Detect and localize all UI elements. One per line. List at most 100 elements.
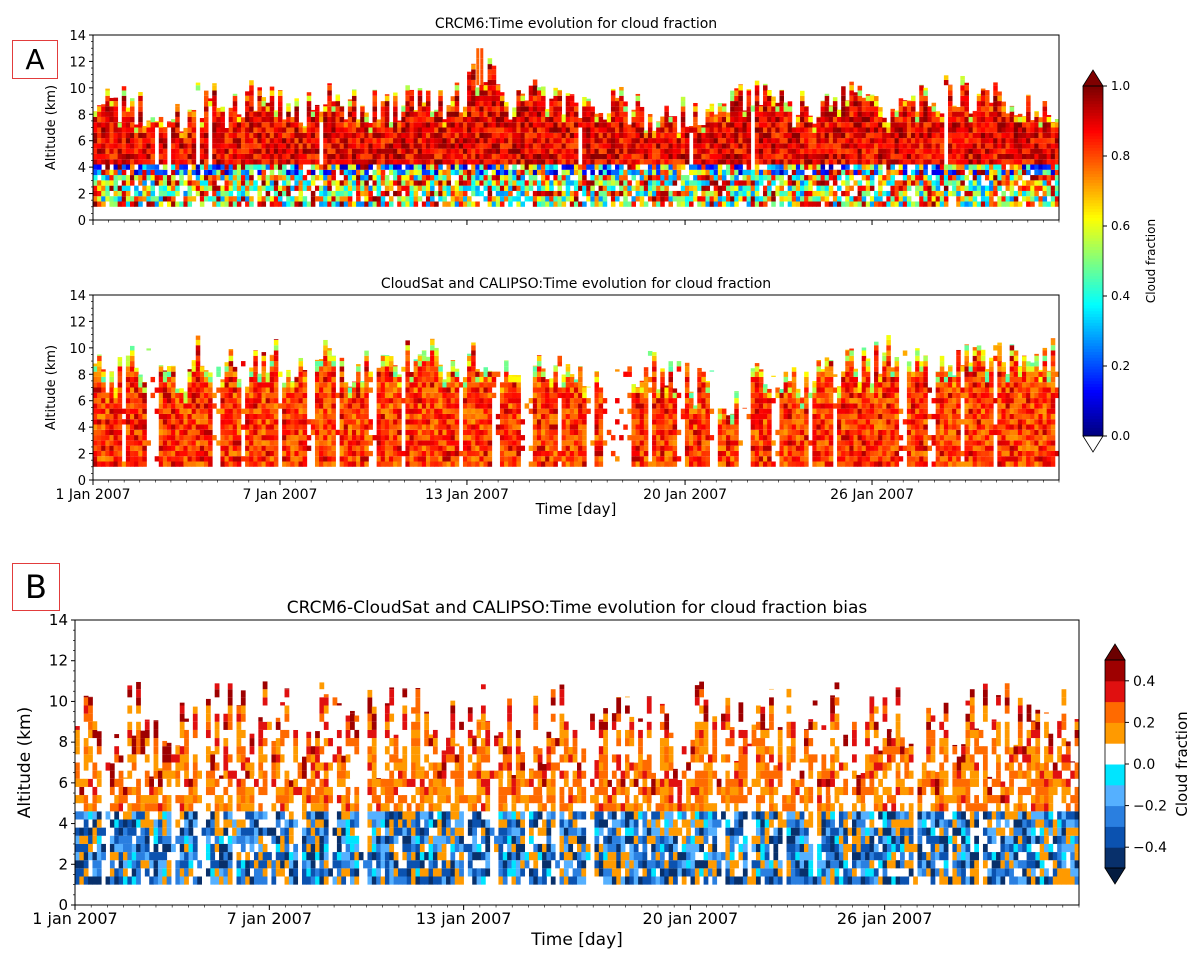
heatmap-cell (401, 153, 406, 160)
heatmap-cell (684, 126, 690, 128)
heatmap-cell (586, 116, 591, 123)
heatmap-cell (541, 190, 546, 197)
heatmap-cell (286, 169, 291, 176)
heatmap-cell (980, 164, 986, 170)
heatmap-cell (960, 153, 965, 160)
heatmap-cell (680, 159, 686, 165)
heatmap-cell (154, 164, 160, 170)
heatmap-cell (454, 101, 460, 107)
heatmap-cell (208, 392, 213, 399)
heatmap-cell (310, 143, 316, 149)
heatmap-cell (549, 138, 554, 144)
heatmap-cell (528, 101, 534, 107)
heatmap-cell (919, 201, 924, 207)
heatmap-cell (952, 175, 957, 181)
heatmap-cell (376, 180, 382, 186)
heatmap-cell (767, 143, 772, 149)
heatmap-cell (113, 429, 119, 436)
heatmap-cell (1054, 175, 1060, 181)
heatmap-cell (220, 456, 225, 462)
heatmap-cell (113, 413, 119, 420)
heatmap-cell (286, 148, 291, 154)
heatmap-cell (1038, 132, 1043, 139)
heatmap-cell (454, 196, 460, 202)
heatmap-cell (195, 175, 201, 181)
heatmap-cell (368, 143, 373, 149)
heatmap-cell (121, 180, 127, 186)
heatmap-cell (286, 106, 291, 112)
heatmap-cell (142, 403, 147, 409)
heatmap-cell (245, 190, 250, 197)
heatmap-cell (134, 175, 139, 181)
heatmap-cell (228, 190, 234, 197)
heatmap-cell (804, 106, 809, 112)
heatmap-cell (265, 127, 271, 133)
heatmap-cell (1030, 164, 1035, 170)
heatmap-cell (434, 180, 439, 186)
heatmap-cell (923, 159, 928, 165)
heatmap-cell (171, 190, 176, 197)
heatmap-cell (960, 180, 965, 186)
heatmap-cell (763, 153, 768, 160)
heatmap-cell (713, 127, 719, 133)
heatmap-cell (746, 148, 752, 154)
heatmap-cell (705, 153, 710, 160)
heatmap-cell (915, 164, 920, 170)
heatmap-cell (166, 185, 172, 191)
heatmap-cell (672, 196, 678, 202)
heatmap-cell (356, 127, 361, 133)
heatmap-cell (265, 159, 271, 165)
heatmap-cell (582, 153, 587, 160)
heatmap-cell (808, 143, 813, 149)
heatmap-cell (504, 116, 509, 123)
heatmap-cell (93, 111, 98, 112)
heatmap-cell (393, 169, 398, 176)
heatmap-cell (130, 392, 135, 399)
heatmap-cell (1013, 164, 1019, 170)
heatmap-cell (668, 169, 673, 176)
heatmap-cell (504, 169, 509, 176)
heatmap-cell (187, 127, 193, 133)
heatmap-cell (857, 180, 863, 186)
heatmap-cell (536, 101, 542, 107)
heatmap-cell (763, 101, 768, 107)
heatmap-cell (693, 106, 698, 112)
heatmap-cell (109, 148, 114, 154)
heatmap-cell (347, 138, 353, 144)
heatmap-cell (1038, 153, 1043, 160)
heatmap-cell (837, 148, 842, 154)
heatmap-cell (117, 201, 123, 207)
heatmap-cell (257, 164, 262, 170)
heatmap-cell (212, 196, 217, 202)
heatmap-cell (351, 138, 357, 144)
heatmap-cell (434, 153, 439, 160)
heatmap-cell (631, 111, 636, 117)
heatmap-cell (1026, 116, 1031, 123)
heatmap-cell (409, 153, 415, 160)
heatmap-cell (347, 101, 353, 107)
heatmap-cell (693, 196, 698, 202)
heatmap-cell (343, 201, 349, 207)
heatmap-cell (586, 196, 591, 202)
heatmap-cell (471, 116, 476, 123)
heatmap-cell (602, 201, 608, 207)
heatmap-cell (158, 440, 164, 446)
heatmap-cell (232, 111, 238, 117)
heatmap-cell (1054, 119, 1060, 123)
heatmap-cell (1026, 106, 1031, 112)
heatmap-cell (467, 74, 472, 80)
heatmap-cell (158, 424, 164, 430)
heatmap-cell (730, 138, 735, 144)
heatmap-cell (849, 185, 854, 191)
heatmap-cell (882, 201, 887, 207)
heatmap-cell (886, 164, 891, 170)
heatmap-cell (1022, 196, 1027, 202)
heatmap-cell (413, 196, 419, 202)
heatmap-cell (224, 180, 230, 186)
heatmap-cell (195, 445, 201, 451)
heatmap-cell (327, 132, 332, 139)
heatmap-cell (495, 85, 501, 91)
heatmap-cell (212, 132, 217, 139)
heatmap-cell (771, 153, 776, 160)
heatmap-cell (97, 382, 102, 388)
